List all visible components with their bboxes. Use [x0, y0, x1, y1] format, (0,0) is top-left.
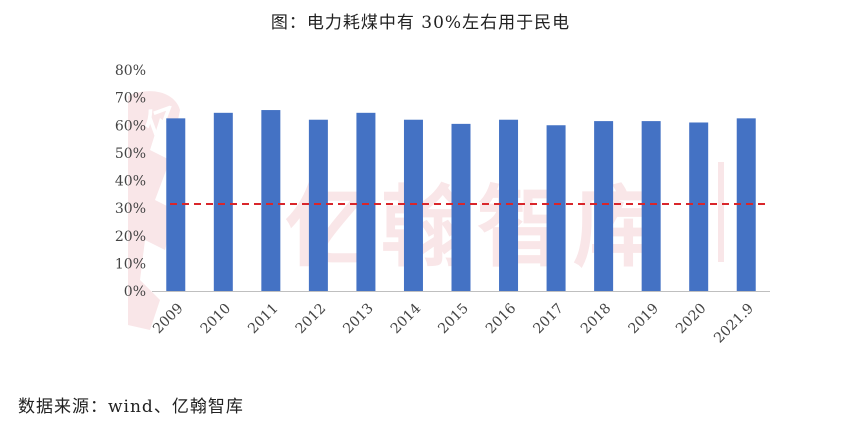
bar — [499, 119, 519, 291]
y-tick-label: 20% — [115, 229, 146, 245]
y-tick-label: 80% — [115, 63, 146, 79]
x-tick-label: 2010 — [198, 301, 235, 338]
x-tick-label: 2019 — [625, 301, 662, 338]
x-tick-label: 2017 — [530, 301, 567, 338]
x-tick-label: 2011 — [245, 301, 282, 338]
y-tick-label: 10% — [115, 256, 146, 272]
y-tick-label: 40% — [115, 174, 146, 190]
bar — [356, 112, 376, 291]
y-tick-label: 60% — [115, 118, 146, 134]
bars — [166, 110, 756, 292]
x-tick-label: 2014 — [388, 300, 425, 337]
bar — [546, 125, 566, 291]
bar — [213, 112, 233, 291]
y-tick-label: 50% — [115, 146, 146, 162]
bar — [403, 119, 423, 291]
bar — [451, 123, 471, 292]
bar — [308, 119, 328, 291]
x-tick-label: 2018 — [578, 301, 615, 338]
x-axis-ticks: 2009 2010 2011 2012 2013 2014 2015 2016 2017 2018… — [150, 300, 757, 346]
x-tick-label: 2021.9 — [711, 301, 757, 347]
bar — [594, 121, 614, 291]
bar — [261, 110, 281, 292]
chart-title: 图：电力耗煤中有 30%左右用于民电 — [270, 13, 571, 33]
bar — [641, 121, 661, 291]
x-tick-label: 2012 — [293, 301, 330, 338]
x-tick-label: 2013 — [340, 301, 377, 338]
x-tick-label: 2015 — [435, 301, 472, 338]
data-source: 数据来源：wind、亿翰智库 — [18, 397, 244, 417]
watermark-bar — [718, 162, 724, 262]
x-tick-label: 2016 — [483, 300, 520, 337]
y-tick-label: 70% — [115, 91, 146, 107]
y-axis-ticks: 0% 10% 20% 30% 40% 50% 60% 70% 80% — [115, 63, 146, 300]
y-tick-label: 0% — [124, 284, 146, 300]
bar — [689, 122, 709, 291]
x-tick-label: 2020 — [673, 301, 710, 338]
y-tick-label: 30% — [115, 201, 146, 217]
